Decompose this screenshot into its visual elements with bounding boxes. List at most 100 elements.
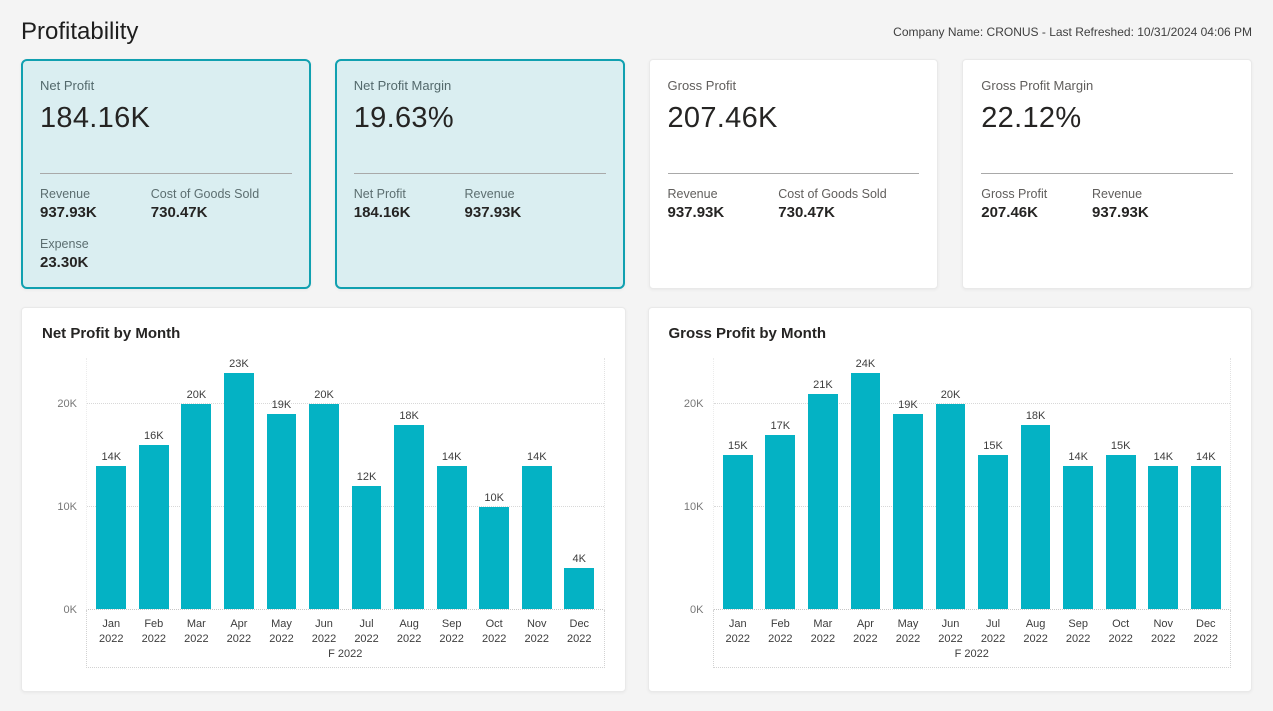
bar-value-label: 15K: [1110, 440, 1131, 453]
net-profit-by-month-chart[interactable]: Net Profit by Month 0K 10K 20K 14K 16K 20K 23…: [21, 307, 626, 692]
kpi-head: Gross Profit 207.46K: [668, 78, 920, 173]
bar-apr-2022[interactable]: [850, 373, 881, 609]
bar-value-label: 14K: [1153, 450, 1174, 463]
y-axis: 0K 10K 20K: [669, 358, 713, 616]
bar-may-2022[interactable]: [266, 414, 297, 609]
bar-dec-2022[interactable]: [1190, 465, 1221, 609]
bar-oct-2022[interactable]: [479, 506, 510, 609]
bar-nov-2022[interactable]: [521, 465, 552, 609]
x-axis-tick-label: Mar 2022: [810, 618, 836, 645]
bar-slot: 15K: [717, 358, 760, 609]
kpi-card-row: Net Profit 184.16K Revenue 937.93K Cost …: [21, 59, 1252, 289]
y-axis-tick-label: 0K: [63, 604, 77, 616]
bar-mar-2022[interactable]: [807, 393, 838, 609]
bar-may-2022[interactable]: [893, 414, 923, 609]
x-axis-tick-label: Jan 2022: [725, 618, 751, 645]
x-axis-tick-label: Jun 2022: [938, 618, 963, 645]
kpi-detail: Cost of Goods Sold 730.47K: [778, 187, 919, 221]
report-page: Profitability Company Name: CRONUS - Las…: [21, 12, 1252, 692]
bar-value-label: 16K: [144, 430, 164, 443]
kpi-card-gross-profit-margin[interactable]: Gross Profit Margin 22.12% Gross Profit …: [962, 59, 1252, 289]
y-axis-tick-label: 0K: [690, 604, 704, 616]
x-axis-tick-label: Oct 2022: [481, 618, 507, 645]
bar-oct-2022[interactable]: [1105, 455, 1136, 609]
x-axis: Jan 2022 Feb 2022 Mar 2022 Apr 2022 May 2022 Jun 20…: [712, 610, 1231, 669]
kpi-detail: Gross Profit 207.46K: [981, 187, 1092, 221]
bar-slot: 19K: [887, 358, 930, 609]
x-axis-tick-label: Sep 2022: [1065, 618, 1091, 645]
kpi-label: Gross Profit Margin: [981, 78, 1094, 93]
divider: [353, 173, 606, 174]
bar-aug-2022[interactable]: [1020, 424, 1051, 609]
x-axis-tick-label: Aug 2022: [396, 618, 422, 645]
bar-aug-2022[interactable]: [394, 424, 424, 609]
bar-slot: 21K: [802, 358, 845, 609]
bar-value-label: 15K: [983, 440, 1003, 453]
bars: 14K 16K 20K 23K 19K 20K 12K 18K 14K 10K 14K 4K: [87, 358, 604, 609]
x-axis: Jan 2022 Feb 2022 Mar 2022 Apr 2022 May 2022 Jun 20…: [86, 610, 605, 669]
report-header: Profitability Company Name: CRONUS - Las…: [21, 12, 1252, 52]
bar-jan-2022[interactable]: [722, 455, 753, 609]
kpi-detail: Net Profit 184.16K: [354, 187, 465, 221]
bar-value-label: 15K: [727, 440, 748, 453]
bar-nov-2022[interactable]: [1148, 465, 1179, 609]
x-axis-tick-label: Feb 2022: [141, 618, 167, 645]
kpi-value: 184.16K: [40, 102, 151, 134]
kpi-detail-label: Gross Profit: [981, 187, 1048, 201]
kpi-detail: Revenue 937.93K: [668, 187, 779, 221]
kpi-card-net-profit[interactable]: Net Profit 184.16K Revenue 937.93K Cost …: [21, 59, 311, 289]
kpi-detail-value: 937.93K: [464, 204, 522, 221]
bar-slot: 18K: [388, 358, 431, 609]
gridline: [713, 403, 1230, 405]
kpi-detail-label: Cost of Goods Sold: [150, 187, 260, 201]
x-axis-tick-label: Nov 2022: [524, 618, 549, 645]
x-axis-tick-label: May 2022: [269, 618, 294, 645]
x-axis-title: F 2022: [954, 647, 989, 660]
bar-dec-2022[interactable]: [564, 568, 595, 609]
bar-jul-2022[interactable]: [351, 486, 382, 609]
kpi-head: Gross Profit Margin 22.12%: [981, 78, 1233, 173]
bar-value-label: 18K: [1025, 409, 1046, 422]
charts-row: Net Profit by Month 0K 10K 20K 14K 16K 20K 23…: [21, 307, 1252, 692]
bar-feb-2022[interactable]: [765, 434, 796, 609]
kpi-label: Net Profit Margin: [353, 78, 452, 93]
kpi-details: Gross Profit 207.46K Revenue 937.93K: [981, 187, 1233, 221]
bar-slot: 15K: [1099, 358, 1142, 609]
bar-slot: 23K: [218, 358, 261, 609]
bar-jan-2022[interactable]: [96, 465, 127, 609]
bar-jun-2022[interactable]: [935, 404, 966, 609]
bar-slot: 10K: [473, 358, 516, 609]
bar-value-label: 10K: [484, 491, 504, 504]
bar-apr-2022[interactable]: [224, 373, 254, 609]
bar-sep-2022[interactable]: [436, 465, 467, 609]
bar-value-label: 4K: [572, 553, 587, 566]
kpi-detail: Revenue 937.93K: [1092, 187, 1233, 221]
bar-value-label: 20K: [940, 389, 961, 402]
bar-value-label: 14K: [101, 450, 122, 463]
plot-area: 14K 16K 20K 23K 19K 20K 12K 18K 14K 10K 14K 4K: [86, 358, 605, 610]
page-title: Profitability: [21, 18, 139, 45]
bar-sep-2022[interactable]: [1063, 465, 1094, 609]
bar-slot: 14K: [1142, 358, 1185, 609]
bar-value-label: 20K: [186, 389, 207, 402]
gross-profit-by-month-chart[interactable]: Gross Profit by Month 0K 10K 20K 15K 17K 21K…: [647, 307, 1252, 692]
kpi-card-net-profit-margin[interactable]: Net Profit Margin 19.63% Net Profit 184.…: [334, 59, 625, 289]
y-axis-tick-label: 20K: [57, 398, 77, 411]
divider: [667, 173, 920, 174]
kpi-detail-label: Expense: [40, 237, 89, 251]
bar-slot: 19K: [260, 358, 303, 609]
bar-mar-2022[interactable]: [181, 404, 212, 609]
chart-body: 0K 10K 20K 15K 17K 21K 24K 19K 20K 15K 18K 14K 15K 1…: [669, 358, 1231, 669]
divider: [981, 173, 1233, 174]
chart-title: Net Profit by Month: [42, 325, 181, 342]
bar-value-label: 18K: [399, 409, 419, 422]
bar-value-label: 14K: [1068, 450, 1088, 463]
kpi-value: 19.63%: [353, 102, 454, 134]
bar-feb-2022[interactable]: [138, 445, 169, 609]
bar-value-label: 21K: [813, 378, 833, 391]
chart-body: 0K 10K 20K 14K 16K 20K 23K 19K 20K 12K 18K 14K 10K 1…: [42, 358, 605, 669]
kpi-card-gross-profit[interactable]: Gross Profit 207.46K Revenue 937.93K Cos…: [648, 59, 939, 289]
kpi-detail: Cost of Goods Sold 730.47K: [151, 187, 292, 221]
bar-jul-2022[interactable]: [978, 455, 1008, 609]
bar-jun-2022[interactable]: [309, 404, 339, 609]
